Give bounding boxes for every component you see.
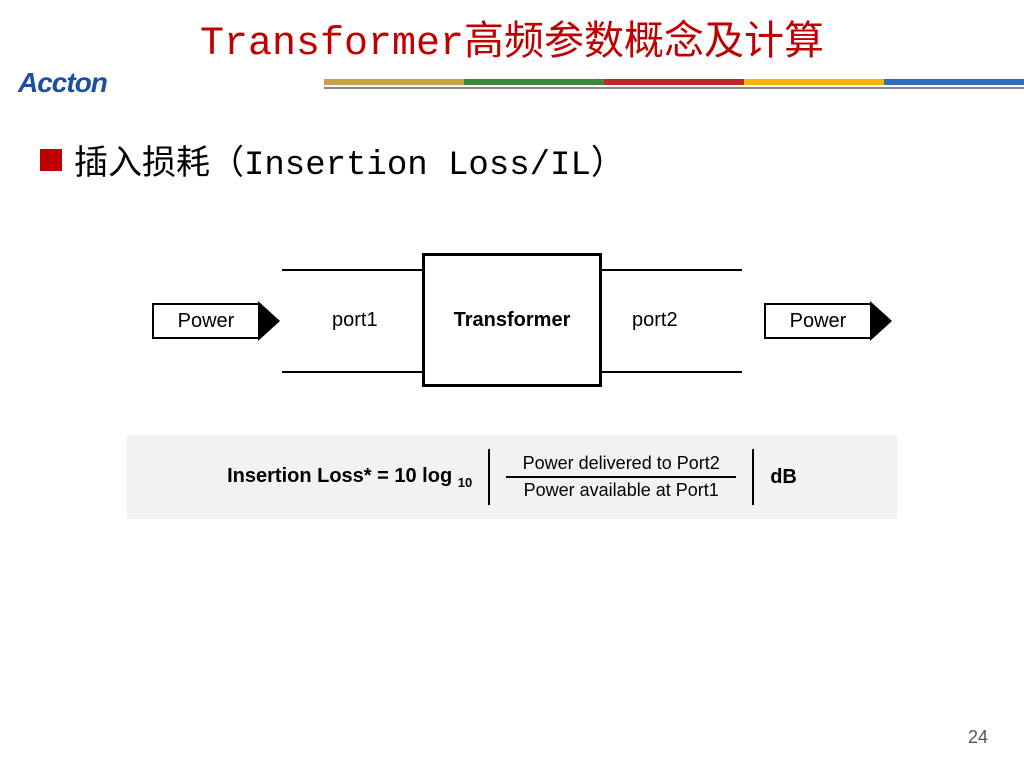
bullet-text-cn: 插入损耗（ xyxy=(74,145,244,182)
wire-top-left xyxy=(282,269,422,271)
title-prefix: Transformer xyxy=(200,22,464,67)
formula: Insertion Loss* = 10 log 10 Power delive… xyxy=(127,435,897,519)
bullet-text-close: ） xyxy=(591,145,625,182)
bullet-marker xyxy=(40,149,62,171)
transformer-box: Transformer xyxy=(422,253,602,387)
stripe-5 xyxy=(884,79,1024,85)
port1-label: port1 xyxy=(332,309,378,332)
arrowhead-out xyxy=(870,301,892,341)
formula-lhs-sub: 10 xyxy=(458,475,472,490)
header-row: Accton xyxy=(0,71,1024,107)
bullet-text: 插入损耗（Insertion Loss/IL） xyxy=(74,135,625,185)
formula-unit: dB xyxy=(770,466,797,489)
formula-bar-right xyxy=(752,449,754,505)
wire-bot-right xyxy=(602,371,742,373)
power-in-arrow: Power xyxy=(152,303,260,339)
slide-title: Transformer高频参数概念及计算 xyxy=(0,0,1024,67)
slide: Transformer高频参数概念及计算 Accton 插入损耗（Inserti… xyxy=(0,0,1024,768)
page-number: 24 xyxy=(968,727,988,748)
stripe-1 xyxy=(324,79,464,85)
power-out-label: Power xyxy=(790,310,847,333)
logo: Accton xyxy=(18,67,107,99)
formula-lhs-text: Insertion Loss* = 10 log xyxy=(227,465,452,487)
arrowhead-in xyxy=(258,301,280,341)
stripe-4 xyxy=(744,79,884,85)
stripe-2 xyxy=(464,79,604,85)
power-in-label: Power xyxy=(178,310,235,333)
header-rule xyxy=(324,87,1024,89)
title-suffix: 高频参数概念及计算 xyxy=(464,18,824,63)
formula-denominator: Power available at Port1 xyxy=(518,478,725,503)
formula-fraction: Power delivered to Port2 Power available… xyxy=(506,451,736,503)
formula-lhs: Insertion Loss* = 10 log 10 xyxy=(227,465,472,490)
color-stripes xyxy=(324,79,1024,85)
transformer-label: Transformer xyxy=(454,309,571,332)
bullet-row: 插入损耗（Insertion Loss/IL） xyxy=(40,135,1024,185)
block-diagram: Power port1 Transformer port2 Power xyxy=(152,235,872,405)
formula-bar-left xyxy=(488,449,490,505)
port2-label: port2 xyxy=(632,309,678,332)
wire-bot-left xyxy=(282,371,422,373)
stripe-3 xyxy=(604,79,744,85)
bullet-text-en: Insertion Loss/IL xyxy=(244,147,591,185)
diagram-area: Power port1 Transformer port2 Power xyxy=(0,235,1024,519)
formula-numerator: Power delivered to Port2 xyxy=(517,451,726,476)
wire-top-right xyxy=(602,269,742,271)
power-out-arrow: Power xyxy=(764,303,872,339)
